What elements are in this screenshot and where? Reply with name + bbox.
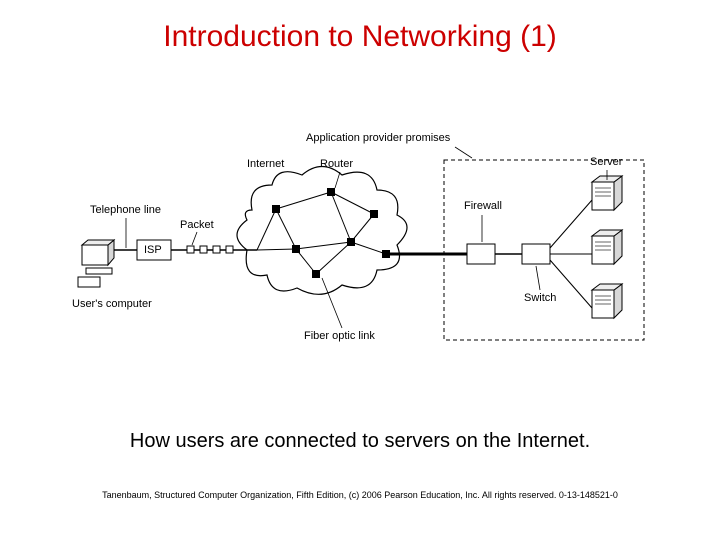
footer: Tanenbaum, Structured Computer Organizat… <box>0 490 720 500</box>
page-title: Introduction to Networking (1) <box>0 20 720 54</box>
users-computer-icon <box>78 240 114 287</box>
fiber-label: Fiber optic link <box>304 330 375 342</box>
server-label: Server <box>590 156 622 168</box>
firewall-label: Firewall <box>464 200 502 212</box>
isp-label: ISP <box>144 244 162 256</box>
caption: How users are connected to servers on th… <box>0 430 720 453</box>
switch-label: Switch <box>524 292 556 304</box>
internet-label: Internet <box>247 158 284 170</box>
packet-label: Packet <box>180 219 214 231</box>
app-provider-label: Application provider promises <box>306 132 450 144</box>
users-computer-label: User's computer <box>72 298 152 310</box>
internet-cloud <box>237 167 407 295</box>
firewall-box <box>467 244 495 264</box>
network-diagram: Application provider promises Internet R… <box>72 130 648 370</box>
servers <box>592 176 622 318</box>
telephone-label: Telephone line <box>90 204 161 216</box>
router-label: Router <box>320 158 353 170</box>
switch-box <box>522 244 550 264</box>
